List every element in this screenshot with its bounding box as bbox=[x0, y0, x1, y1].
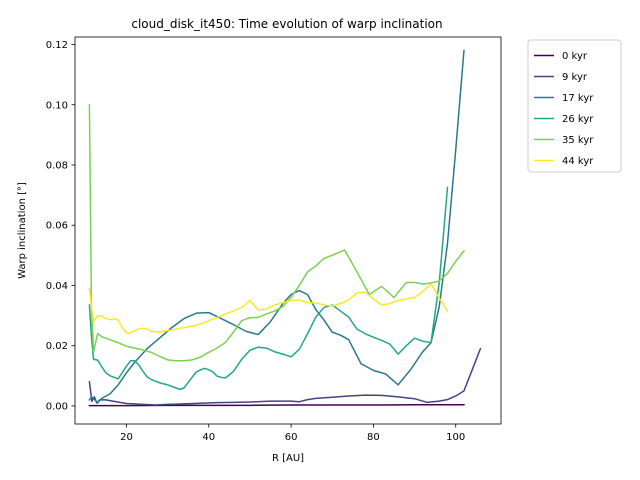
plot-area bbox=[74, 36, 502, 425]
legend-label: 44 kyr bbox=[562, 156, 594, 167]
y-tick-label: 0.12 bbox=[46, 40, 68, 51]
series-line-44-kyr bbox=[88, 283, 449, 334]
legend-items: 0 kyr 9 kyr 17 kyr 26 kyr 35 kyr 44 kyr bbox=[534, 51, 594, 167]
x-tick-label: 100 bbox=[446, 432, 465, 443]
legend-label: 9 kyr bbox=[562, 72, 588, 83]
y-axis-label: Warp inclination [°] bbox=[17, 182, 28, 279]
y-tick-label: 0.08 bbox=[46, 160, 68, 171]
x-tick-label: 20 bbox=[120, 432, 133, 443]
series-line-9-kyr bbox=[88, 347, 482, 406]
y-tick-label: 0.06 bbox=[46, 221, 68, 232]
x-tick-label: 40 bbox=[202, 432, 215, 443]
y-tick-label: 0.04 bbox=[46, 281, 68, 292]
legend-label: 26 kyr bbox=[562, 114, 594, 125]
legend-label: 35 kyr bbox=[562, 135, 594, 146]
x-axis: 20 40 60 80 100 bbox=[120, 424, 465, 443]
y-tick-label: 0.10 bbox=[46, 100, 68, 111]
series-line-26-kyr bbox=[88, 186, 449, 391]
series-line-35-kyr bbox=[88, 104, 466, 362]
x-tick-label: 60 bbox=[285, 432, 298, 443]
y-tick-label: 0.00 bbox=[46, 401, 68, 412]
legend-label: 0 kyr bbox=[562, 51, 588, 62]
x-axis-label: R [AU] bbox=[272, 453, 304, 464]
plot-frame bbox=[74, 36, 502, 425]
x-tick-label: 80 bbox=[367, 432, 380, 443]
legend-label: 17 kyr bbox=[562, 93, 594, 104]
legend: 0 kyr 9 kyr 17 kyr 26 kyr 35 kyr 44 kyr bbox=[527, 39, 622, 173]
y-tick-label: 0.02 bbox=[46, 341, 68, 352]
series-line-17-kyr bbox=[88, 49, 465, 404]
chart-title: cloud_disk_it450: Time evolution of warp… bbox=[131, 17, 442, 31]
y-axis: 0.00 0.02 0.04 0.06 0.08 0.10 0.12 bbox=[46, 40, 75, 412]
series-layer bbox=[88, 49, 482, 407]
